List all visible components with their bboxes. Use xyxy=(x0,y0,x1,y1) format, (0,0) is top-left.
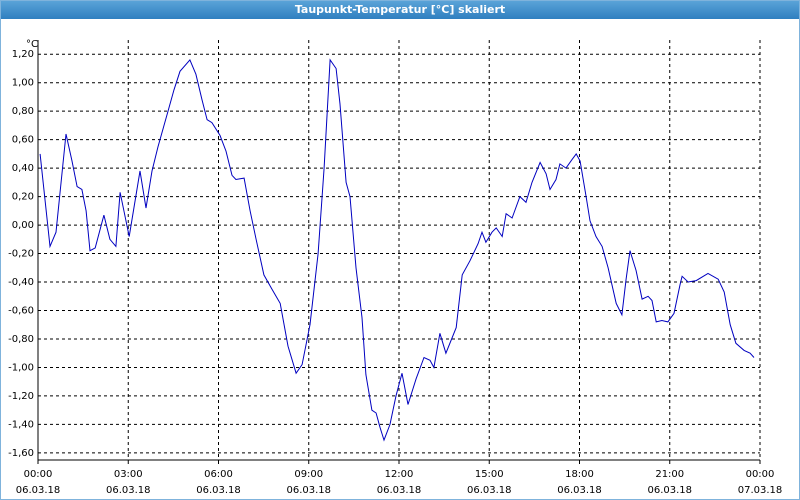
y-tick-label: 1,00 xyxy=(12,78,34,89)
x-tick-label: 03:00 xyxy=(114,469,143,480)
x-tick-label: 15:00 xyxy=(475,469,504,480)
y-tick-label: -0,60 xyxy=(8,306,34,317)
y-tick-label: -0,80 xyxy=(8,334,34,345)
title-bar: Taupunkt-Temperatur [°C] skaliert xyxy=(1,1,799,19)
y-tick-label: 1,20 xyxy=(12,49,34,60)
x-tick-label: 18:00 xyxy=(565,469,594,480)
y-tick-label: -1,60 xyxy=(8,448,34,459)
x-tick-date: 06.03.18 xyxy=(106,485,151,496)
x-tick-label: 00:00 xyxy=(24,469,53,480)
y-tick-label: 0,40 xyxy=(12,163,34,174)
y-tick-label: -0,40 xyxy=(8,277,34,288)
x-tick-date: 06.03.18 xyxy=(467,485,512,496)
x-tick-date: 06.03.18 xyxy=(16,485,61,496)
y-tick-label: -1,40 xyxy=(8,419,34,430)
y-tick-label: -0,20 xyxy=(8,249,34,260)
x-tick-label: 12:00 xyxy=(385,469,414,480)
y-tick-label: -1,00 xyxy=(8,362,34,373)
x-tick-label: 09:00 xyxy=(294,469,323,480)
y-tick-label: 0,80 xyxy=(12,106,34,117)
x-tick-date: 06.03.18 xyxy=(196,485,241,496)
y-tick-label: 0,00 xyxy=(12,220,34,231)
x-tick-date: 06.03.18 xyxy=(647,485,692,496)
x-tick-label: 06:00 xyxy=(204,469,233,480)
x-tick-date: 06.03.18 xyxy=(557,485,602,496)
x-tick-label: 21:00 xyxy=(655,469,684,480)
x-tick-date: 06.03.18 xyxy=(286,485,331,496)
x-tick-date: 07.03.18 xyxy=(738,485,783,496)
y-tick-label: 0,60 xyxy=(12,135,34,146)
data-line xyxy=(39,58,755,442)
x-tick-date: 06.03.18 xyxy=(377,485,422,496)
y-tick-label: 0,20 xyxy=(12,192,34,203)
y-unit: °C xyxy=(26,39,38,50)
x-tick-label: 00:00 xyxy=(746,469,775,480)
y-tick-label: -1,20 xyxy=(8,391,34,402)
